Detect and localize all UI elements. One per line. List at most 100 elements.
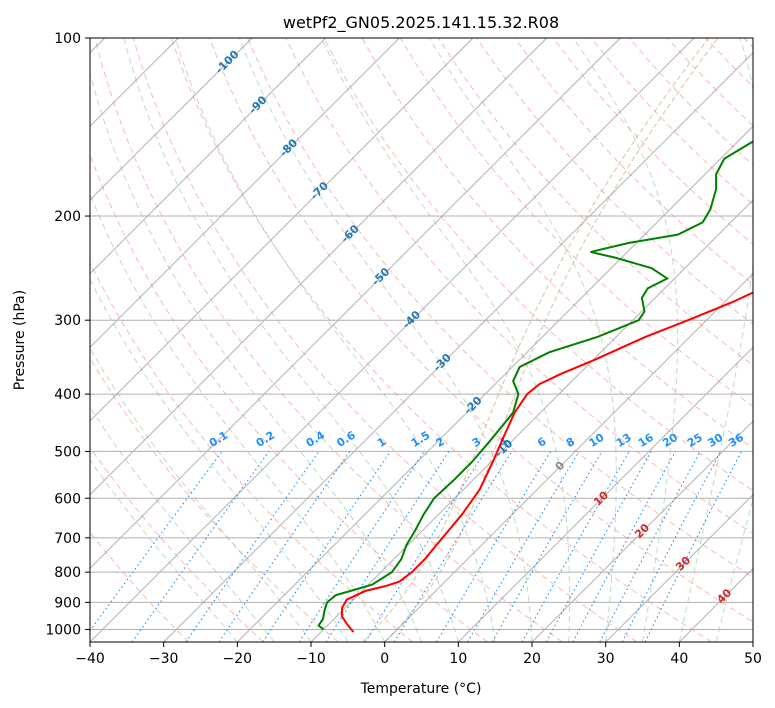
isotherm-label: -20 [461,394,484,417]
axes: −40 −30 −20 −10 0 10 20 30 40 5010009008007006005… [45,31,762,667]
moist-adiabat [238,38,533,642]
y-tick-label: 100 [54,31,81,47]
mixing-ratio-label: 30 [705,431,725,450]
isotherm-label: 30 [673,553,693,573]
y-tick-label: 1000 [45,622,81,638]
dry-adiabat [170,38,712,642]
y-tick-label: 200 [54,209,81,225]
mixing-ratio-label: 20 [660,431,680,450]
moist-adiabat [429,38,617,642]
isotherm-line [458,346,753,642]
mixing-ratio-line [521,451,630,642]
y-tick-label: 300 [54,313,81,329]
dry-adiabat [247,38,753,578]
mixing-ratio-line [393,451,513,642]
y-axis-label: Pressure (hPa) [12,290,28,390]
isotherm-line [90,38,400,348]
moist-adiabat [678,38,753,642]
mixing-ratio-line [599,451,701,642]
isotherm-line [90,38,253,201]
dry-adiabat [94,38,563,642]
isotherm-label: -100 [213,48,242,77]
isotherm-line [90,38,621,569]
mixing-ratio-line [298,451,425,642]
mixing-ratio-label: 0.6 [334,428,358,450]
isotherm-label: 40 [714,586,734,606]
mixing-ratio-label: 25 [685,431,705,450]
x-tick-label: −30 [149,651,179,667]
x-tick-label: −40 [75,651,105,667]
mixing-ratio-line [467,451,580,642]
dry-adiabat [132,38,638,642]
isotherm-label: 0 [553,458,568,473]
mixing-ratio-line [435,451,552,642]
dry-adiabat [667,38,753,127]
moist-adiabat [123,38,459,642]
y-tick-label: 400 [54,387,81,403]
mixing-ratio-line [572,451,677,642]
mixing-ratio-label: 0.4 [304,428,328,450]
moist-adiabat [90,192,386,642]
isotherm-label: -90 [246,93,269,116]
mixing-ratio-label: 3 [470,435,483,450]
isotherm-line [531,420,753,642]
moist-adiabat [715,497,753,642]
moist-adiabat [90,70,422,642]
x-tick-label: 30 [597,651,615,667]
isotherm-label: -60 [338,222,361,245]
isotherm-line [90,38,695,642]
dry-adiabat [90,357,339,642]
chart-title: wetPf2_GN05.2025.141.15.32.R08 [283,13,559,33]
isotherm-line [90,38,474,422]
isotherm-label: -80 [277,136,300,159]
tan-curve [384,38,719,642]
x-tick-label: 50 [744,651,762,667]
y-tick-label: 800 [54,565,81,581]
moist-adiabat [90,347,312,642]
mixing-ratio-line [262,451,391,642]
mixing-ratio-label: 10 [587,431,607,450]
y-tick-label: 500 [54,444,81,460]
dry-adiabat [323,38,753,492]
dry-adiabat [743,38,753,49]
temperature-line [340,291,753,633]
dry-adiabat [285,38,753,535]
mixing-ratio-label: 36 [726,431,746,450]
mixing-ratio-label: 8 [564,435,577,450]
x-tick-label: 0 [380,651,389,667]
y-tick-label: 900 [54,595,81,611]
isotherm-line [752,641,753,642]
mixing-ratio-line [90,451,223,632]
dry-adiabat [514,38,753,285]
dry-adiabat [590,38,753,206]
mixing-ratio-line [218,451,351,642]
isotherm-label: -30 [431,351,454,374]
moist-adiabat [174,38,496,642]
x-tick-label: −10 [296,651,326,667]
isotherm-line [679,567,753,642]
mixing-ratio-line [545,451,652,642]
dewpoint-line [317,140,753,631]
y-tick-label: 600 [54,491,81,507]
isotherm-line [237,125,753,642]
y-tick-label: 700 [54,531,81,547]
x-tick-label: 10 [449,651,467,667]
dry-adiabat [90,153,488,642]
dry-adiabat [705,38,753,88]
moist-adiabat [90,406,275,642]
mixing-ratio-line [325,451,450,642]
isotherm-label: -40 [400,308,423,331]
isotherm-line [90,38,326,275]
isotherm-line [384,273,753,642]
mixing-ratio-line [185,451,320,642]
mixing-ratio-line [644,451,742,642]
isotherm-line [605,494,753,642]
mixing-ratio-label: 6 [535,435,549,450]
isotherm-line [310,199,753,642]
moist-adiabat [321,38,571,642]
dry-adiabat [90,261,414,642]
isotherm-line [163,52,753,642]
dry-adiabat [476,38,753,326]
